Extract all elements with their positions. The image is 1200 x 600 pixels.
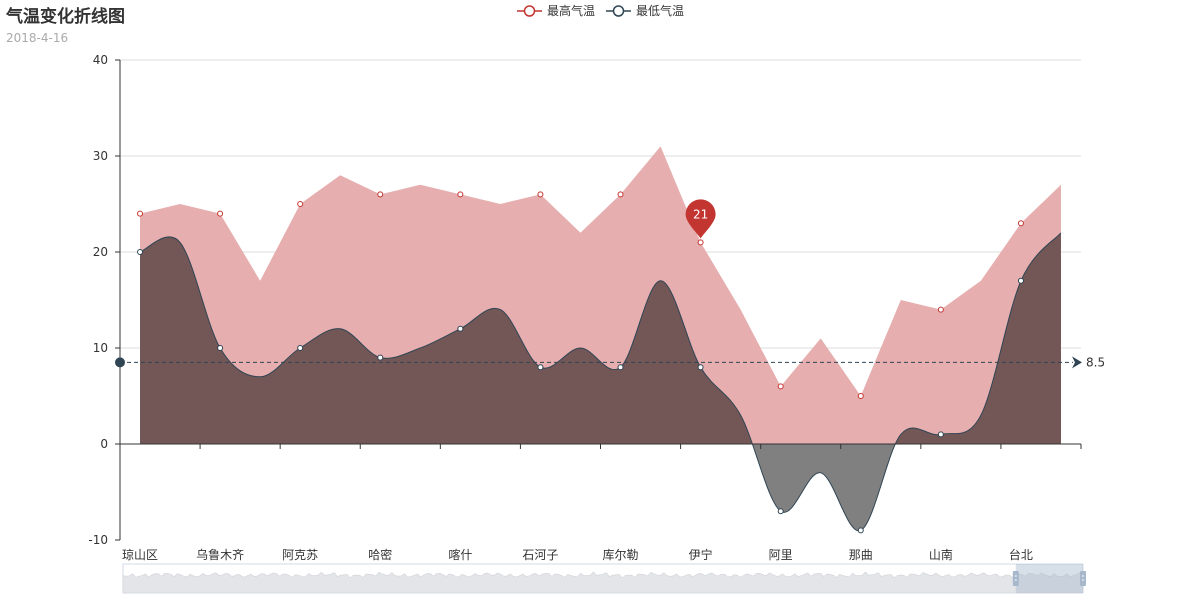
legend-label: 最高气温 [547,3,595,18]
chart-subtitle: 2018-4-16 [6,31,69,45]
legend-label: 最低气温 [636,3,684,18]
high-temp-point[interactable] [297,201,304,207]
x-tick-label: 石河子 [522,548,558,562]
low-temp-point[interactable] [857,527,864,534]
x-tick-label: 伊宁 [689,547,713,562]
high-temp-point[interactable] [937,306,944,313]
max-mark-pin[interactable] [685,199,716,239]
low-temp-point[interactable] [777,508,784,515]
high-temp-point[interactable] [617,191,624,198]
high-temp-point[interactable] [777,383,784,390]
max-mark-label: 21 [693,207,708,221]
low-temp-point[interactable] [137,249,144,255]
slider-handle-right[interactable] [1080,571,1086,586]
legend[interactable]: 最高气温 最低气温 [517,3,684,18]
x-tick-label: 台北 [1009,547,1033,562]
high-temp-point[interactable] [137,210,144,217]
x-tick-label: 阿克苏 [282,548,318,562]
high-temp-point[interactable] [1017,220,1024,227]
y-tick-label: 10 [93,341,108,355]
low-temp-point[interactable] [537,364,544,371]
low-temp-point[interactable] [697,364,704,371]
legend-item[interactable]: 最高气温 [517,3,595,18]
y-tick-label: -10 [88,533,108,547]
low-temp-point[interactable] [617,364,624,371]
slider-selection[interactable] [1015,564,1083,593]
x-tick-label: 喀什 [448,548,472,562]
y-tick-label: 40 [93,53,108,67]
high-temp-point[interactable] [457,191,464,198]
low-temp-point[interactable] [457,325,464,332]
y-tick-label: 20 [93,245,108,259]
x-tick-label: 哈密 [368,547,392,562]
low-temp-point[interactable] [217,345,224,351]
high-temp-point[interactable] [217,210,224,217]
x-tick-label: 乌鲁木齐 [196,547,244,562]
x-tick-label: 那曲 [849,548,873,562]
y-tick-label: 0 [100,437,108,451]
x-tick-label: 阿里 [769,548,793,562]
slider-handle-grip[interactable] [1012,571,1019,586]
average-line-start [115,357,125,368]
low-temp-point[interactable] [937,431,944,438]
legend-symbol [612,5,625,17]
y-tick-label: 30 [93,149,108,163]
legend-item[interactable]: 最低气温 [606,3,684,18]
x-tick-label: 山南 [929,547,953,562]
area-low-temp-negative [140,444,1061,531]
x-tick-label: 琼山区 [122,547,158,562]
slider-handle-left[interactable] [1012,571,1019,586]
high-temp-point[interactable] [537,191,544,198]
slider-data-shadow [122,571,1084,594]
average-line-label: 8.5 [1086,355,1105,369]
low-temp-point[interactable] [1017,277,1024,284]
average-line-arrow [1072,356,1082,369]
legend-symbol [523,5,536,17]
low-temp-point[interactable] [297,345,304,351]
low-temp-point[interactable] [377,354,384,361]
data-zoom-slider[interactable] [122,563,1086,594]
high-temp-point[interactable] [377,191,384,198]
slider-handle-grip[interactable] [1080,571,1086,586]
high-temp-point[interactable] [697,239,704,246]
chart-title: 气温变化折线图 [6,7,125,27]
x-tick-label: 库尔勒 [603,547,639,562]
area-low-temp [140,232,1061,444]
high-temp-point[interactable] [857,393,864,399]
